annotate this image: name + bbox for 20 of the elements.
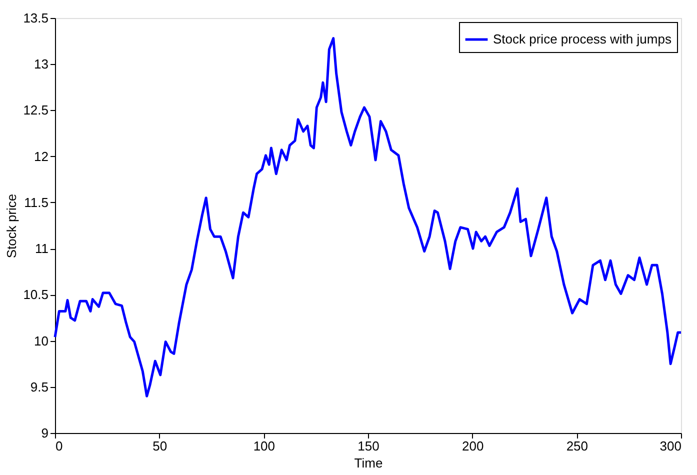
x-tick-label: 250 bbox=[566, 438, 588, 454]
x-tick-label: 50 bbox=[152, 438, 168, 454]
x-tick-label: 0 bbox=[56, 438, 63, 454]
y-tick-label: 12 bbox=[34, 148, 48, 164]
y-tick-label: 13 bbox=[34, 56, 48, 72]
y-tick-label: 11 bbox=[35, 241, 48, 256]
x-axis-title: Time bbox=[354, 456, 383, 470]
y-tick-label: 9.5 bbox=[30, 379, 48, 394]
y-tick-label: 9 bbox=[41, 426, 48, 440]
y-tick-label: 11.5 bbox=[24, 194, 48, 210]
y-tick-label: 12.5 bbox=[23, 102, 48, 118]
y-tick-label: 13.5 bbox=[23, 10, 48, 26]
y-axis-title: Stock price bbox=[4, 194, 20, 258]
x-tick-label: 200 bbox=[462, 438, 484, 454]
x-tick-label: 300 bbox=[660, 438, 682, 454]
legend-label: Stock price process with jumps bbox=[493, 32, 672, 46]
x-tick-label: 100 bbox=[253, 438, 276, 454]
x-tick-label: 150 bbox=[358, 438, 380, 454]
y-tick-label: 10.5 bbox=[23, 287, 48, 302]
y-tick-label: 10 bbox=[34, 333, 48, 348]
